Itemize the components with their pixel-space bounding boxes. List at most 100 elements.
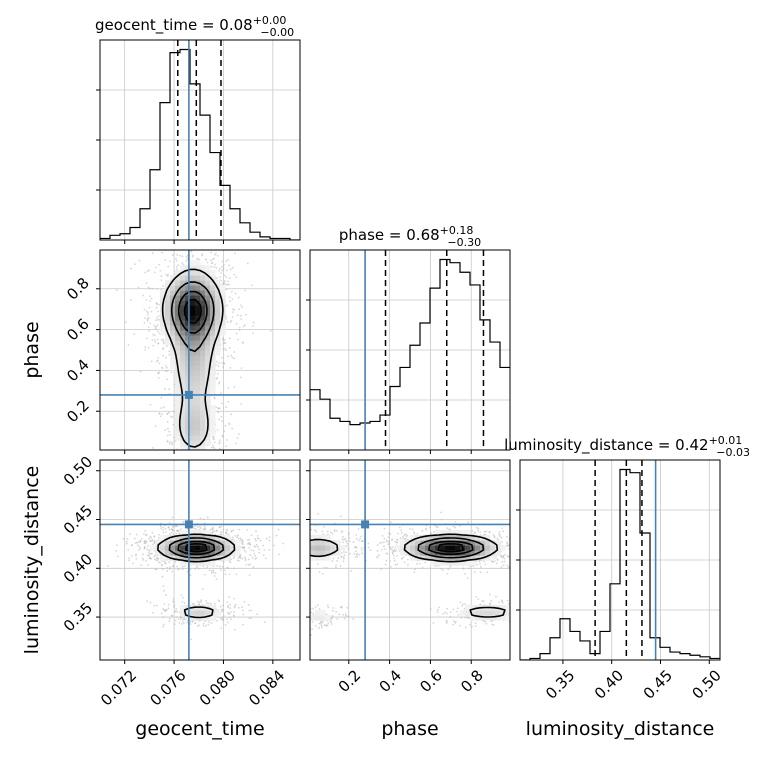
diag-panel-phase: phase = 0.68+0.18−0.30	[306, 224, 510, 454]
scatter-point	[332, 610, 334, 612]
density-cell	[215, 305, 221, 311]
scatter-point	[157, 372, 159, 374]
scatter-point	[157, 339, 159, 341]
scatter-point	[534, 547, 536, 549]
scatter-point	[251, 534, 253, 536]
scatter-point	[176, 525, 178, 527]
density-cell	[205, 310, 211, 316]
pair-panel-geocent_time-phase	[96, 195, 300, 553]
scatter-point	[204, 454, 206, 456]
scatter-point	[293, 615, 295, 617]
scatter-point	[226, 602, 228, 604]
scatter-point	[303, 549, 305, 551]
scatter-point	[369, 549, 371, 551]
scatter-point	[501, 541, 503, 543]
scatter-point	[517, 607, 519, 609]
scatter-point	[204, 574, 206, 576]
scatter-point	[158, 363, 160, 365]
scatter-point	[168, 620, 170, 622]
scatter-point	[142, 557, 144, 559]
scatter-point	[178, 530, 180, 532]
scatter-point	[186, 258, 188, 260]
scatter-point	[219, 439, 221, 441]
scatter-point	[249, 554, 251, 556]
scatter-point	[506, 543, 508, 545]
scatter-point	[172, 416, 174, 418]
scatter-point	[264, 621, 266, 623]
scatter-point	[207, 451, 209, 453]
scatter-point	[295, 541, 297, 543]
truth-marker	[185, 391, 193, 399]
scatter-point	[467, 521, 469, 523]
scatter-point	[413, 531, 415, 533]
scatter-point	[341, 530, 343, 532]
scatter-point	[361, 552, 363, 554]
scatter-point	[219, 381, 221, 383]
density-cell	[180, 420, 186, 426]
density-cell	[160, 330, 166, 336]
scatter-point	[286, 614, 288, 616]
scatter-point	[305, 547, 307, 549]
scatter-point	[162, 285, 164, 287]
scatter-point	[152, 447, 154, 449]
density-cell	[210, 430, 216, 436]
scatter-point	[200, 464, 202, 466]
scatter-point	[220, 272, 222, 274]
scatter-point	[555, 554, 557, 556]
scatter-point	[238, 433, 240, 435]
scatter-point	[161, 612, 163, 614]
scatter-point	[156, 361, 158, 363]
scatter-point	[335, 567, 337, 569]
scatter-point	[142, 295, 144, 297]
scatter-point	[400, 530, 402, 532]
scatter-point	[234, 629, 236, 631]
density-cell	[200, 365, 206, 371]
title-minus: −0.00	[260, 26, 294, 39]
density-cell	[210, 410, 216, 416]
scatter-point	[512, 612, 514, 614]
scatter-point	[227, 606, 229, 608]
scatter-point	[202, 214, 204, 216]
scatter-point	[317, 563, 319, 565]
scatter-point	[186, 622, 188, 624]
scatter-point	[250, 618, 252, 620]
scatter-point	[216, 578, 218, 580]
density-cell	[190, 440, 196, 446]
scatter-point	[501, 600, 503, 602]
scatter-point	[161, 565, 163, 567]
scatter-point	[452, 624, 454, 626]
density-cell	[205, 265, 211, 271]
scatter-point	[220, 618, 222, 620]
scatter-point	[162, 341, 164, 343]
density-cell	[490, 615, 496, 621]
scatter-point	[273, 544, 275, 546]
scatter-point	[498, 533, 500, 535]
density-cell	[200, 265, 206, 271]
scatter-point	[190, 623, 192, 625]
density-cell	[170, 360, 176, 366]
scatter-point	[152, 334, 154, 336]
scatter-point	[179, 484, 181, 486]
scatter-point	[220, 627, 222, 629]
scatter-point	[158, 413, 160, 415]
scatter-point	[244, 549, 246, 551]
scatter-point	[204, 245, 206, 247]
scatter-point	[343, 551, 345, 553]
scatter-point	[151, 311, 153, 313]
scatter-point	[190, 251, 192, 253]
scatter-point	[223, 268, 225, 270]
scatter-point	[171, 246, 173, 248]
density-cell	[165, 300, 171, 306]
scatter-point	[454, 527, 456, 529]
density-cell	[500, 545, 506, 551]
density-cell	[185, 310, 191, 316]
scatter-point	[230, 413, 232, 415]
scatter-point	[213, 266, 215, 268]
density-cell	[200, 410, 206, 416]
scatter-point	[222, 348, 224, 350]
density-cell	[195, 425, 201, 431]
scatter-point	[496, 563, 498, 565]
scatter-point	[317, 513, 319, 515]
scatter-point	[194, 622, 196, 624]
